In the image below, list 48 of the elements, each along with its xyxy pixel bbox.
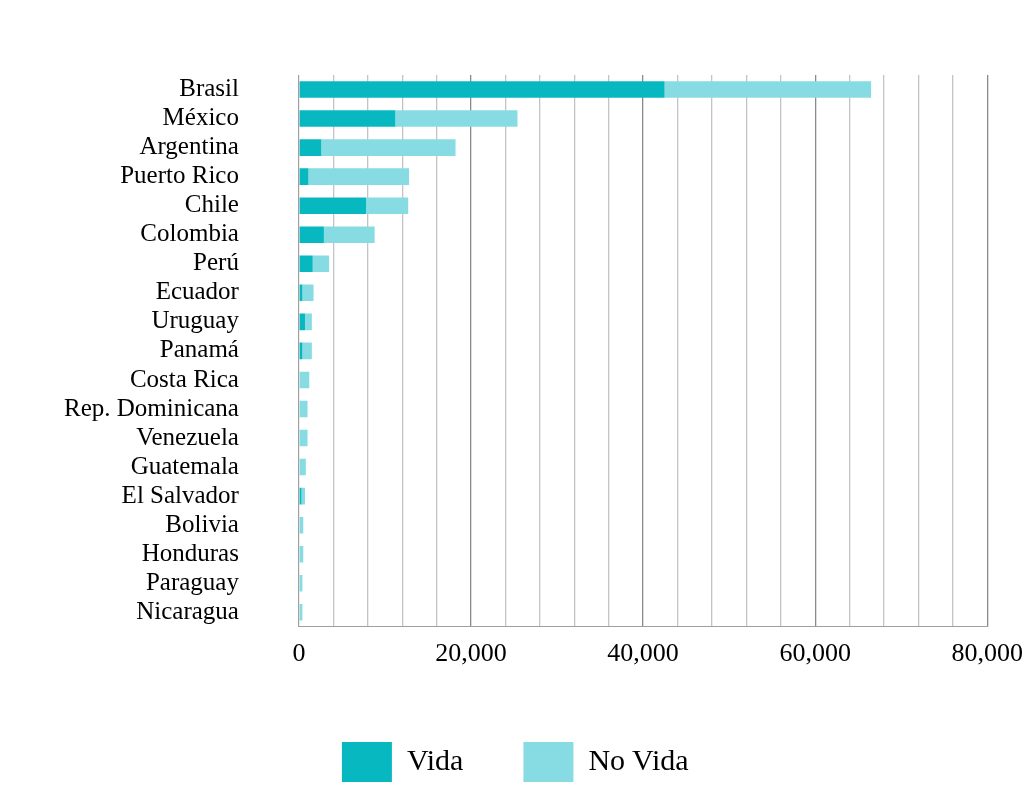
y-tick-label: Paraguay (145, 567, 240, 595)
legend-label: No Vida (588, 742, 689, 776)
bar (299, 400, 308, 418)
bar (299, 255, 313, 273)
y-tick-label: Costa Rica (129, 364, 239, 392)
y-tick-label: Uruguay (151, 306, 240, 334)
bar (299, 313, 305, 331)
bar (299, 197, 367, 214)
bar (299, 226, 324, 244)
y-tick-label: México (162, 103, 239, 131)
y-tick-label: Argentina (139, 132, 239, 160)
y-tick-label: Brasil (179, 74, 239, 102)
y-tick-label: Ecuador (155, 277, 240, 305)
x-tick-label: 80,000 (951, 638, 1023, 668)
x-tick-label: 0 (292, 638, 306, 668)
bar (321, 139, 456, 156)
y-tick-label: Bolivia (165, 509, 239, 537)
bar (299, 110, 396, 127)
y-tick-label: El Salvador (121, 480, 240, 508)
y-tick-label: Perú (193, 248, 240, 276)
y-tick-label: Nicaragua (136, 596, 239, 624)
bar (395, 110, 518, 127)
legend-label: Vida (406, 742, 464, 776)
bar (366, 197, 409, 214)
y-tick-label: Rep. Dominicana (64, 393, 239, 421)
bar (299, 371, 310, 389)
y-tick-label: Chile (184, 190, 239, 218)
y-tick-label: Panamá (159, 335, 239, 363)
bar (323, 226, 375, 244)
bar (312, 255, 330, 273)
bar (302, 342, 312, 360)
bar (299, 168, 309, 185)
bar (302, 284, 314, 302)
bar (299, 458, 306, 476)
bar (304, 313, 312, 331)
x-tick-label: 40,000 (607, 638, 679, 668)
y-tick-label: Puerto Rico (120, 161, 239, 189)
bar (299, 429, 308, 447)
bar (664, 81, 872, 98)
bar (308, 168, 410, 185)
y-tick-label: Honduras (141, 538, 239, 566)
bar (299, 81, 665, 98)
x-tick-label: 20,000 (435, 638, 507, 668)
y-tick-label: Guatemala (130, 451, 239, 479)
x-tick-label: 60,000 (779, 638, 851, 668)
y-tick-label: Colombia (140, 219, 239, 247)
bar (299, 139, 322, 156)
y-tick-label: Venezuela (136, 422, 239, 450)
